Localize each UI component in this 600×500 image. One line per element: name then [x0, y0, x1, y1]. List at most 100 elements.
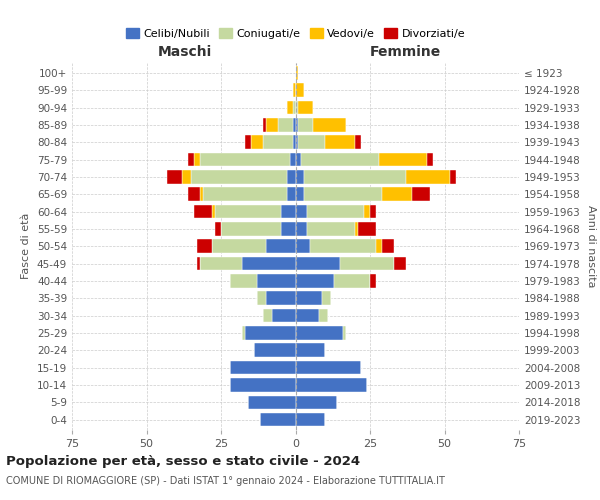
- Bar: [382, 240, 394, 253]
- Bar: [296, 170, 304, 183]
- Bar: [355, 222, 358, 235]
- Bar: [298, 136, 325, 149]
- Y-axis label: Anni di nascita: Anni di nascita: [586, 205, 596, 288]
- Bar: [296, 136, 298, 149]
- Bar: [296, 222, 307, 235]
- Bar: [245, 136, 251, 149]
- Legend: Celibi/Nubili, Coniugati/e, Vedovi/e, Divorziati/e: Celibi/Nubili, Coniugati/e, Vedovi/e, Di…: [121, 24, 470, 44]
- Bar: [296, 84, 304, 97]
- Bar: [263, 136, 293, 149]
- Bar: [287, 170, 296, 183]
- Bar: [230, 361, 296, 374]
- Bar: [343, 326, 346, 340]
- Bar: [194, 205, 212, 218]
- Bar: [278, 118, 293, 132]
- Bar: [167, 170, 182, 183]
- Bar: [427, 153, 433, 166]
- Bar: [296, 309, 319, 322]
- Bar: [242, 257, 296, 270]
- Bar: [319, 309, 328, 322]
- Bar: [310, 240, 376, 253]
- Bar: [296, 413, 325, 426]
- Bar: [296, 188, 304, 201]
- Bar: [296, 361, 361, 374]
- Bar: [358, 222, 376, 235]
- Bar: [293, 136, 296, 149]
- Bar: [412, 188, 430, 201]
- Bar: [230, 378, 296, 392]
- Bar: [203, 188, 287, 201]
- Bar: [248, 396, 296, 409]
- Bar: [242, 326, 245, 340]
- Bar: [296, 205, 307, 218]
- Bar: [215, 205, 281, 218]
- Bar: [191, 170, 287, 183]
- Bar: [257, 292, 266, 305]
- Bar: [230, 274, 257, 287]
- Bar: [296, 378, 367, 392]
- Bar: [340, 257, 394, 270]
- Bar: [263, 118, 266, 132]
- Bar: [296, 66, 298, 80]
- Bar: [200, 257, 242, 270]
- Bar: [293, 118, 296, 132]
- Bar: [215, 222, 221, 235]
- Bar: [287, 188, 296, 201]
- Bar: [254, 344, 296, 357]
- Bar: [197, 240, 212, 253]
- Bar: [296, 101, 298, 114]
- Bar: [382, 188, 412, 201]
- Bar: [296, 153, 301, 166]
- Bar: [263, 309, 272, 322]
- Bar: [334, 274, 370, 287]
- Bar: [370, 274, 376, 287]
- Bar: [304, 188, 382, 201]
- Bar: [197, 257, 200, 270]
- Bar: [182, 170, 191, 183]
- Bar: [394, 257, 406, 270]
- Bar: [212, 205, 215, 218]
- Bar: [221, 222, 281, 235]
- Bar: [406, 170, 451, 183]
- Bar: [307, 205, 364, 218]
- Bar: [451, 170, 457, 183]
- Bar: [296, 396, 337, 409]
- Bar: [296, 118, 298, 132]
- Bar: [293, 84, 296, 97]
- Bar: [272, 309, 296, 322]
- Text: Popolazione per età, sesso e stato civile - 2024: Popolazione per età, sesso e stato civil…: [6, 455, 360, 468]
- Bar: [325, 136, 355, 149]
- Bar: [307, 222, 355, 235]
- Bar: [304, 170, 406, 183]
- Y-axis label: Fasce di età: Fasce di età: [22, 213, 31, 280]
- Bar: [298, 101, 313, 114]
- Bar: [298, 118, 313, 132]
- Bar: [379, 153, 427, 166]
- Bar: [257, 274, 296, 287]
- Bar: [194, 153, 200, 166]
- Bar: [296, 274, 334, 287]
- Bar: [322, 292, 331, 305]
- Bar: [370, 205, 376, 218]
- Bar: [301, 153, 379, 166]
- Bar: [266, 240, 296, 253]
- Text: COMUNE DI RIOMAGGIORE (SP) - Dati ISTAT 1° gennaio 2024 - Elaborazione TUTTITALI: COMUNE DI RIOMAGGIORE (SP) - Dati ISTAT …: [6, 476, 445, 486]
- Text: Maschi: Maschi: [158, 45, 212, 59]
- Bar: [287, 101, 293, 114]
- Bar: [281, 205, 296, 218]
- Bar: [212, 240, 266, 253]
- Bar: [355, 136, 361, 149]
- Bar: [188, 153, 194, 166]
- Bar: [296, 240, 310, 253]
- Bar: [376, 240, 382, 253]
- Bar: [188, 188, 200, 201]
- Bar: [281, 222, 296, 235]
- Bar: [293, 101, 296, 114]
- Bar: [251, 136, 263, 149]
- Bar: [260, 413, 296, 426]
- Bar: [200, 153, 290, 166]
- Bar: [245, 326, 296, 340]
- Text: Femmine: Femmine: [370, 45, 442, 59]
- Bar: [296, 344, 325, 357]
- Bar: [296, 326, 343, 340]
